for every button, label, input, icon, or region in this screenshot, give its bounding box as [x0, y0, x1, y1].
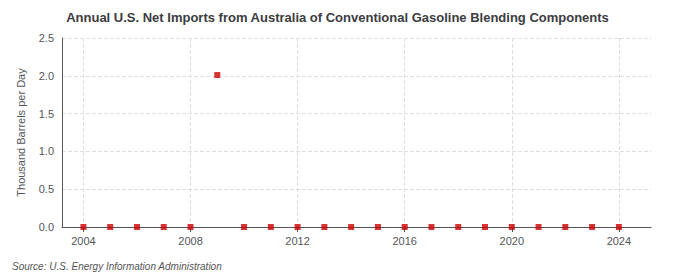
- svg-text:Source: U.S. Energy Informatio: Source: U.S. Energy Information Administ…: [12, 261, 222, 272]
- svg-text:2024: 2024: [607, 235, 631, 247]
- svg-text:0.0: 0.0: [39, 221, 54, 233]
- svg-text:2012: 2012: [285, 235, 309, 247]
- svg-text:Annual U.S. Net Imports from A: Annual U.S. Net Imports from Australia o…: [66, 10, 609, 25]
- svg-text:Thousand Barrels per Day: Thousand Barrels per Day: [15, 68, 27, 197]
- svg-text:2016: 2016: [392, 235, 416, 247]
- svg-text:0.5: 0.5: [39, 183, 54, 195]
- svg-text:2.0: 2.0: [39, 70, 54, 82]
- svg-text:2.5: 2.5: [39, 32, 54, 44]
- svg-text:1.0: 1.0: [39, 145, 54, 157]
- svg-text:2008: 2008: [178, 235, 202, 247]
- svg-text:1.5: 1.5: [39, 108, 54, 120]
- svg-text:2004: 2004: [71, 235, 95, 247]
- svg-text:2020: 2020: [500, 235, 524, 247]
